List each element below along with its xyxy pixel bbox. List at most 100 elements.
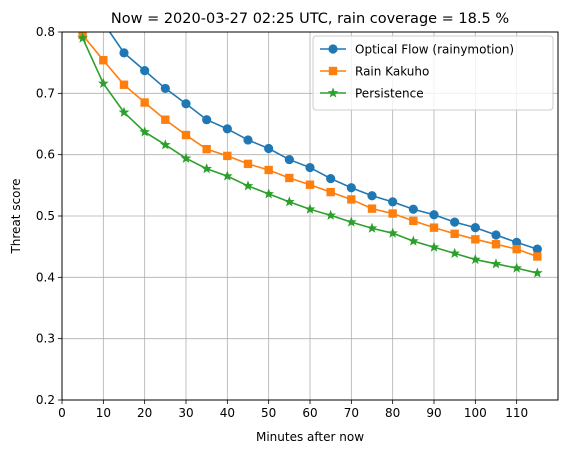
data-point [450,217,460,227]
y-tick-label: 0.2 [36,393,55,407]
legend-item: Optical Flow (rainymotion) [320,43,514,57]
legend-marker [328,44,338,54]
series-layer [77,18,543,278]
y-tick-label: 0.3 [36,332,55,346]
data-point [409,216,418,226]
data-point [429,210,439,220]
x-tick-label: 50 [261,406,276,420]
data-point [512,244,521,254]
legend-marker [328,66,338,76]
data-point [490,258,502,269]
data-point [222,124,232,134]
x-tick-label: 80 [385,406,400,420]
x-tick-label: 70 [344,406,359,420]
legend-marker [327,87,339,98]
data-point [388,209,397,218]
data-point [160,83,170,94]
data-point [387,227,398,238]
y-tick-label: 0.5 [36,209,55,223]
data-point [347,195,356,204]
data-point [326,187,335,197]
data-point [304,203,316,214]
y-tick-label: 0.8 [36,25,55,39]
data-point [139,126,150,137]
x-tick-label: 40 [220,406,235,420]
data-point [160,139,171,150]
legend-label: Optical Flow (rainymotion) [355,43,514,57]
data-point [242,180,254,191]
data-point [511,262,522,273]
data-point [119,48,129,58]
data-point [388,197,398,207]
legend-item: Rain Kakuho [320,65,429,79]
legend-label: Persistence [355,87,424,101]
data-point [471,235,480,244]
data-point [408,235,419,246]
legend-label: Rain Kakuho [355,65,429,79]
legend-item: Persistence [320,87,424,101]
data-point [222,170,233,181]
data-point [264,165,273,175]
data-point [305,162,315,173]
data-point [491,240,501,249]
legend-box [312,35,554,111]
data-point [201,163,212,174]
data-point [449,247,460,258]
data-point [284,196,295,207]
data-point [305,180,315,189]
data-point [408,204,418,214]
data-point [119,80,129,89]
series-persistence [77,32,543,278]
x-tick-label: 100 [464,406,487,420]
x-tick-label: 0 [58,406,66,420]
data-point [243,159,253,169]
data-point [325,209,336,220]
series-optical-flow-rainymotion [99,18,542,254]
data-point [532,267,543,278]
data-point [366,222,378,233]
y-tick-label: 0.6 [36,148,55,162]
data-point [181,99,191,109]
data-point [491,230,501,240]
data-point [346,183,356,193]
data-point [202,144,211,154]
x-tick-label: 30 [178,406,193,420]
data-point [367,204,377,213]
data-point [470,223,480,233]
data-point [263,188,274,199]
data-point [285,173,294,183]
data-point [346,216,357,227]
data-point [264,143,274,154]
x-tick-label: 110 [505,406,528,420]
x-tick-label: 60 [302,406,317,420]
data-point [98,77,109,89]
data-point [161,115,170,124]
axis-ticks: 0 10 20 30 40 50 60 70 80 90 100 110 0.2 0.3 0.4 0.5 0.6… [36,25,528,420]
data-point [470,253,481,265]
data-point [533,252,542,261]
data-point [118,106,130,117]
data-point [99,56,108,65]
data-point [428,241,440,252]
data-point [140,98,149,107]
y-tick-label: 0.4 [36,270,55,284]
data-point [202,115,212,125]
x-tick-label: 10 [96,406,111,420]
data-point [140,66,150,76]
data-point [284,154,294,165]
y-axis-label: Threat score [9,178,23,254]
data-point [181,130,191,140]
x-tick-label: 20 [137,406,152,420]
series-rain-kakuho [78,32,542,261]
chart-title: Now = 2020-03-27 02:25 UTC, rain coverag… [111,11,509,27]
data-point [326,173,336,184]
x-axis-label: Minutes after now [256,430,364,444]
data-point [180,152,192,163]
legend: Optical Flow (rainymotion) Rain Kakuho Per… [312,35,554,111]
data-point [243,135,253,145]
data-point [99,18,108,27]
data-point [367,191,377,201]
data-point [512,237,522,247]
data-point [77,32,88,43]
